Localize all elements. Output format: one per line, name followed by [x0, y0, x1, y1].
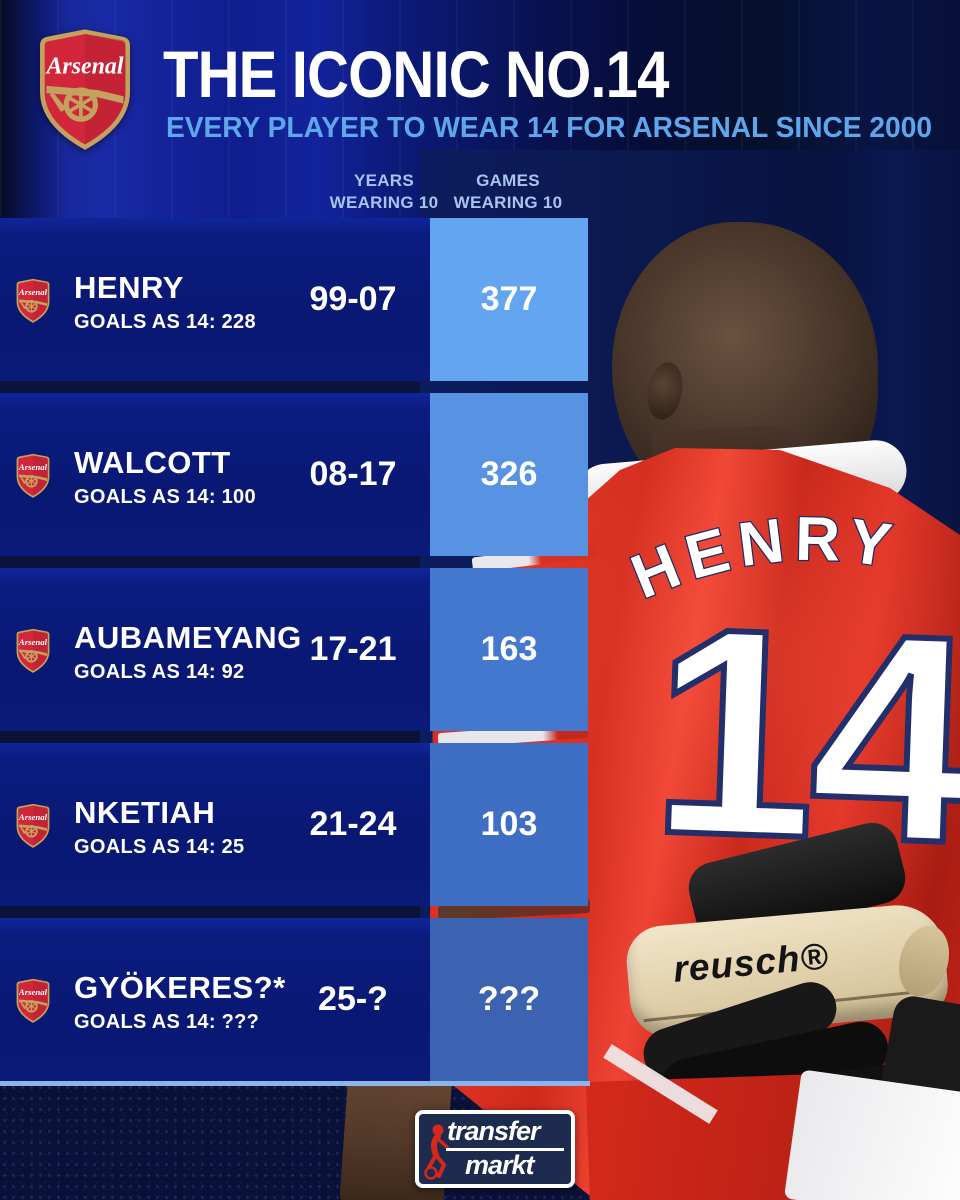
- shorts: [783, 1069, 960, 1200]
- years-value: 99-07: [309, 280, 397, 318]
- table-underline: [0, 1081, 590, 1086]
- games-cell: 326: [430, 393, 588, 556]
- arsenal-crest-icon: [14, 978, 52, 1024]
- player-name: WALCOTT: [74, 445, 231, 480]
- player-goals: GOALS AS 14: 25: [74, 836, 245, 858]
- logo-transfer-text: transfer: [447, 1116, 541, 1146]
- page-subtitle: EVERY PLAYER TO WEAR 14 FOR ARSENAL SINC…: [166, 112, 932, 144]
- row-left-panel: NKETIAH GOALS AS 14: 25 21-24: [0, 743, 430, 906]
- arsenal-crest-logo: [33, 24, 137, 156]
- player-name: AUBAMEYANG: [74, 620, 302, 655]
- player-goals: GOALS AS 14: 100: [74, 486, 256, 508]
- header-background: [0, 0, 960, 218]
- arsenal-crest-icon: [14, 803, 52, 849]
- table-row: AUBAMEYANG GOALS AS 14: 92 17-21 163: [0, 568, 590, 731]
- games-cell: 103: [430, 743, 588, 906]
- page-title: THE ICONIC NO.14: [163, 37, 669, 111]
- years-value: 17-21: [309, 630, 397, 668]
- player-name: HENRY: [74, 270, 184, 305]
- row-left-panel: GYÖKERES?* GOALS AS 14: ??? 25-?: [0, 918, 430, 1081]
- years-value: 21-24: [309, 805, 397, 843]
- logo-markt-text: markt: [465, 1150, 535, 1180]
- years-value: 08-17: [309, 455, 397, 493]
- games-cell: 163: [430, 568, 588, 731]
- row-left-panel: WALCOTT GOALS AS 14: 100 08-17: [0, 393, 430, 556]
- table-row: HENRY GOALS AS 14: 228 99-07 377: [0, 218, 590, 381]
- transfermarkt-logo: transfer markt: [415, 1110, 575, 1188]
- player-goals: GOALS AS 14: ???: [74, 1011, 260, 1033]
- table-row: NKETIAH GOALS AS 14: 25 21-24 103: [0, 743, 590, 906]
- row-left-panel: AUBAMEYANG GOALS AS 14: 92 17-21: [0, 568, 430, 731]
- player-goals: GOALS AS 14: 228: [74, 311, 256, 333]
- games-cell: 377: [430, 218, 588, 381]
- logo-divider: [446, 1148, 564, 1151]
- column-header-years: YEARS WEARING 10: [329, 171, 439, 213]
- footballer-icon: [424, 1124, 449, 1180]
- player-table: HENRY GOALS AS 14: 228 99-07 377 WALCOTT…: [0, 218, 590, 1093]
- arsenal-crest-icon: [14, 453, 52, 499]
- years-value: 25-?: [318, 980, 388, 1018]
- arsenal-crest-icon: [14, 628, 52, 674]
- arsenal-crest-icon: [14, 278, 52, 324]
- header: THE ICONIC NO.14 EVERY PLAYER TO WEAR 14…: [0, 0, 960, 218]
- games-cell: ???: [430, 918, 588, 1081]
- row-left-panel: HENRY GOALS AS 14: 228 99-07: [0, 218, 430, 381]
- table-row: WALCOTT GOALS AS 14: 100 08-17 326: [0, 393, 590, 556]
- player-goals: GOALS AS 14: 92: [74, 661, 245, 683]
- column-headers: YEARS WEARING 10 GAMES WEARING 10: [0, 170, 590, 218]
- shirt-name-text: HENRY: [628, 503, 897, 613]
- player-name: GYÖKERES?*: [74, 970, 286, 1005]
- player-name: NKETIAH: [74, 795, 216, 830]
- column-header-games: GAMES WEARING 10: [453, 171, 563, 213]
- table-row: GYÖKERES?* GOALS AS 14: ??? 25-? ???: [0, 918, 590, 1081]
